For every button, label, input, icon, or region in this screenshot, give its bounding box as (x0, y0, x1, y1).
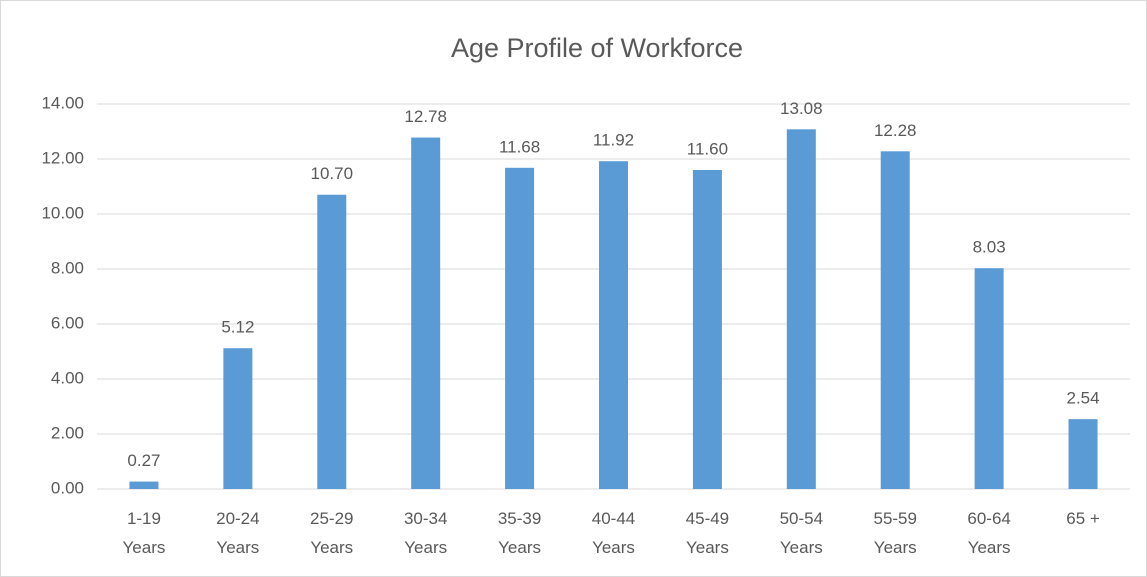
x-tick-label: 50-54 Years (780, 509, 823, 557)
data-label: 11.60 (687, 139, 728, 158)
bar (129, 481, 159, 489)
x-tick-line: Years (404, 538, 447, 557)
bar (599, 161, 628, 489)
y-tick-label: 12.00 (41, 148, 84, 167)
data-label: 11.68 (499, 137, 540, 156)
x-tick-line: 60-64 (967, 509, 1010, 528)
x-tick-line: Years (968, 538, 1011, 557)
data-label: 0.27 (127, 451, 160, 470)
bar (317, 194, 347, 489)
data-label: 8.03 (973, 238, 1006, 257)
bar (786, 129, 816, 490)
x-tick-label: 45-49 Years (686, 509, 729, 557)
y-tick-label: 4.00 (51, 368, 84, 387)
y-tick-label: 6.00 (51, 313, 84, 332)
data-label: 13.08 (780, 99, 823, 118)
data-label: 2.54 (1066, 389, 1099, 408)
data-label: 5.12 (221, 318, 254, 337)
x-tick-line: 40-44 (592, 509, 635, 528)
x-tick-line: Years (592, 538, 635, 557)
bar (1068, 419, 1098, 489)
y-tick-label: 14.00 (41, 93, 84, 112)
x-tick-label: 55-59 Years (873, 509, 916, 557)
x-tick-label: 60-64 Years (967, 509, 1010, 557)
bar (692, 170, 722, 489)
x-tick-label: 65 + (1066, 509, 1100, 528)
x-tick-line: 30-34 (404, 509, 447, 528)
x-tick-line: Years (780, 538, 823, 557)
bar (505, 167, 535, 490)
x-tick-label: 20-24 Years (216, 509, 259, 557)
x-tick-line: 25-29 (310, 509, 353, 528)
x-tick-line: 45-49 (686, 509, 729, 528)
bar (974, 268, 1004, 489)
bar (223, 348, 253, 489)
data-label: 12.28 (874, 121, 917, 140)
y-tick-label: 8.00 (51, 258, 84, 277)
x-tick-line: 35-39 (498, 509, 541, 528)
chart-title: Age Profile of Workforce (451, 33, 743, 63)
x-tick-label: 30-34 Years (404, 509, 447, 557)
x-tick-line: Years (498, 538, 541, 557)
x-tick-line: Years (216, 538, 259, 557)
x-tick-label: 1-19 Years (123, 509, 166, 557)
x-tick-line: 50-54 (780, 509, 823, 528)
data-label: 11.92 (593, 131, 634, 150)
bar (411, 137, 441, 490)
x-tick-line: Years (686, 538, 729, 557)
y-tick-label: 10.00 (41, 203, 84, 222)
x-tick-label: 35-39 Years (498, 509, 541, 557)
bar (880, 151, 910, 490)
x-tick-label: 40-44 Years (592, 509, 635, 557)
x-tick-line: Years (310, 538, 353, 557)
data-label: 12.78 (404, 107, 447, 126)
x-tick-line: 65 + (1066, 509, 1100, 528)
y-tick-label: 0.00 (51, 478, 84, 497)
data-label: 10.70 (310, 164, 353, 183)
x-tick-line: 55-59 (873, 509, 916, 528)
x-tick-line: 20-24 (216, 509, 259, 528)
y-tick-label: 2.00 (51, 423, 84, 442)
x-tick-label: 25-29 Years (310, 509, 353, 557)
x-tick-line: Years (123, 538, 166, 557)
x-tick-line: 1-19 (127, 509, 161, 528)
x-tick-line: Years (874, 538, 917, 557)
